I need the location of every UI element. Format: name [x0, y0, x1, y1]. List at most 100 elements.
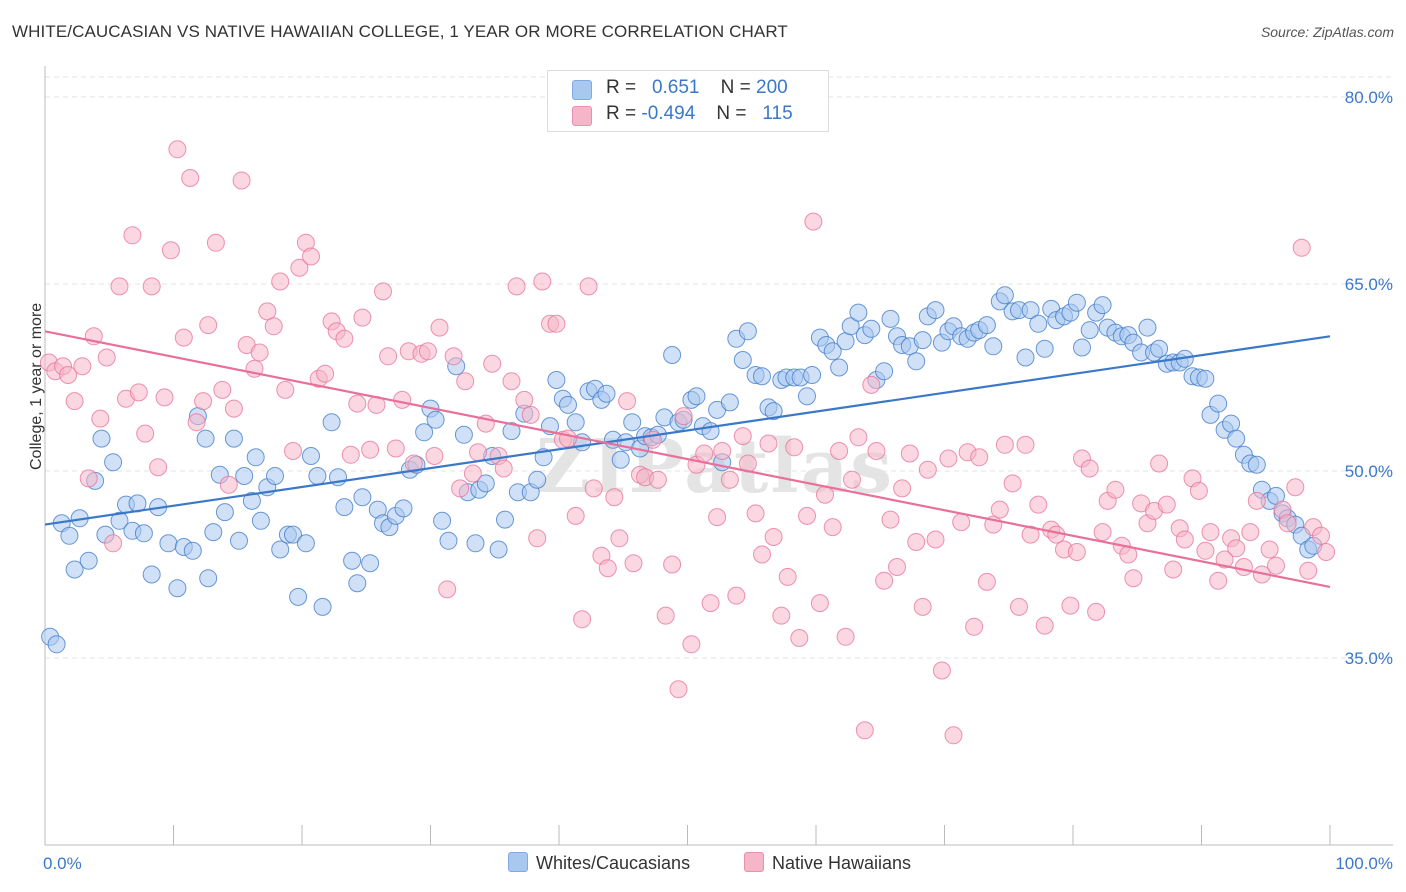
point-hawaiians	[469, 443, 487, 462]
y-tick-label: 50.0%	[1345, 462, 1393, 481]
point-hawaiians	[618, 392, 637, 411]
point-hawaiians	[970, 448, 989, 467]
point-hawaiians	[161, 241, 180, 260]
n-value-hawaiians: 115	[762, 103, 793, 124]
data-points	[39, 140, 1336, 745]
point-whites	[60, 526, 79, 545]
point-whites	[1016, 348, 1035, 367]
point-hawaiians	[1164, 560, 1183, 579]
stats-legend: R = 0.651 N = 200 R = -0.494 N = 115	[547, 70, 829, 132]
point-hawaiians	[944, 726, 963, 745]
point-whites	[496, 510, 514, 529]
point-hawaiians	[348, 394, 367, 413]
point-whites	[439, 531, 458, 550]
point-hawaiians	[335, 329, 354, 348]
point-hawaiians	[1215, 550, 1234, 569]
bottom-legend-label-hawaiians: Native Hawaiians	[772, 853, 912, 873]
point-hawaiians	[1021, 525, 1040, 544]
point-hawaiians	[823, 518, 842, 537]
point-hawaiians	[271, 272, 290, 291]
trend-line-hawaiians	[44, 330, 1331, 588]
point-hawaiians	[713, 442, 732, 460]
r-value-whites: 0.651	[651, 77, 700, 98]
point-whites	[798, 387, 816, 406]
point-whites	[738, 322, 757, 341]
point-hawaiians	[708, 508, 727, 527]
point-whites	[528, 470, 547, 489]
point-hawaiians	[907, 533, 926, 551]
point-hawaiians	[1227, 539, 1246, 558]
point-hawaiians	[836, 627, 855, 646]
bottom-legend-hawaiians: Native Hawaiians	[744, 852, 911, 874]
axes	[44, 66, 1393, 846]
point-hawaiians	[559, 429, 577, 448]
point-hawaiians	[727, 586, 746, 605]
point-whites	[199, 569, 218, 588]
point-hawaiians	[168, 140, 187, 159]
point-hawaiians	[701, 594, 720, 613]
point-whites	[1209, 394, 1228, 413]
point-hawaiians	[759, 434, 778, 453]
point-hawaiians	[547, 314, 566, 333]
point-whites	[849, 303, 868, 322]
point-hawaiians	[361, 440, 380, 459]
point-hawaiians	[73, 357, 92, 376]
point-hawaiians	[206, 233, 225, 252]
point-whites	[466, 534, 485, 553]
point-whites	[230, 531, 248, 550]
point-whites	[1035, 339, 1054, 358]
point-hawaiians	[990, 500, 1009, 519]
point-whites	[343, 551, 362, 570]
point-hawaiians	[494, 459, 513, 478]
point-hawaiians	[656, 606, 675, 625]
point-whites	[841, 317, 860, 336]
point-whites	[296, 534, 315, 553]
legend-swatch-hawaiians	[572, 106, 592, 126]
point-hawaiians	[746, 504, 765, 523]
point-hawaiians	[695, 444, 714, 463]
point-whites	[1222, 414, 1241, 433]
point-whites	[271, 540, 290, 559]
point-hawaiians	[129, 383, 148, 402]
point-hawaiians	[875, 571, 894, 590]
point-whites	[753, 367, 771, 386]
point-whites	[168, 579, 187, 598]
point-hawaiians	[810, 594, 829, 613]
point-whites	[426, 410, 445, 429]
point-hawaiians	[598, 559, 617, 578]
point-whites	[547, 371, 566, 389]
point-hawaiians	[965, 617, 984, 636]
point-whites	[65, 560, 84, 579]
point-whites	[415, 423, 434, 442]
point-hawaiians	[1010, 597, 1028, 616]
point-whites	[836, 332, 855, 351]
point-hawaiians	[59, 366, 78, 384]
point-hawaiians	[123, 226, 142, 245]
point-hawaiians	[187, 413, 206, 432]
point-whites	[1067, 293, 1086, 312]
point-hawaiians	[393, 390, 412, 409]
point-hawaiians	[1189, 481, 1208, 500]
point-hawaiians	[830, 442, 849, 460]
x-tick-label: 100.0%	[1335, 854, 1393, 873]
point-hawaiians	[624, 554, 643, 573]
point-hawaiians	[932, 661, 951, 680]
point-hawaiians	[136, 424, 155, 443]
point-hawaiians	[1016, 435, 1035, 454]
y-tick-label: 65.0%	[1345, 275, 1393, 294]
point-whites	[1021, 301, 1040, 320]
point-whites	[913, 331, 932, 350]
point-whites	[92, 429, 111, 448]
point-hawaiians	[404, 454, 423, 473]
point-hawaiians	[1292, 238, 1311, 257]
point-hawaiians	[533, 272, 552, 291]
point-hawaiians	[753, 545, 771, 564]
point-hawaiians	[284, 442, 302, 460]
point-hawaiians	[926, 530, 945, 549]
point-hawaiians	[849, 428, 868, 447]
point-hawaiians	[1035, 616, 1054, 635]
point-hawaiians	[1241, 523, 1260, 542]
point-whites	[224, 429, 243, 448]
point-hawaiians	[918, 460, 937, 479]
